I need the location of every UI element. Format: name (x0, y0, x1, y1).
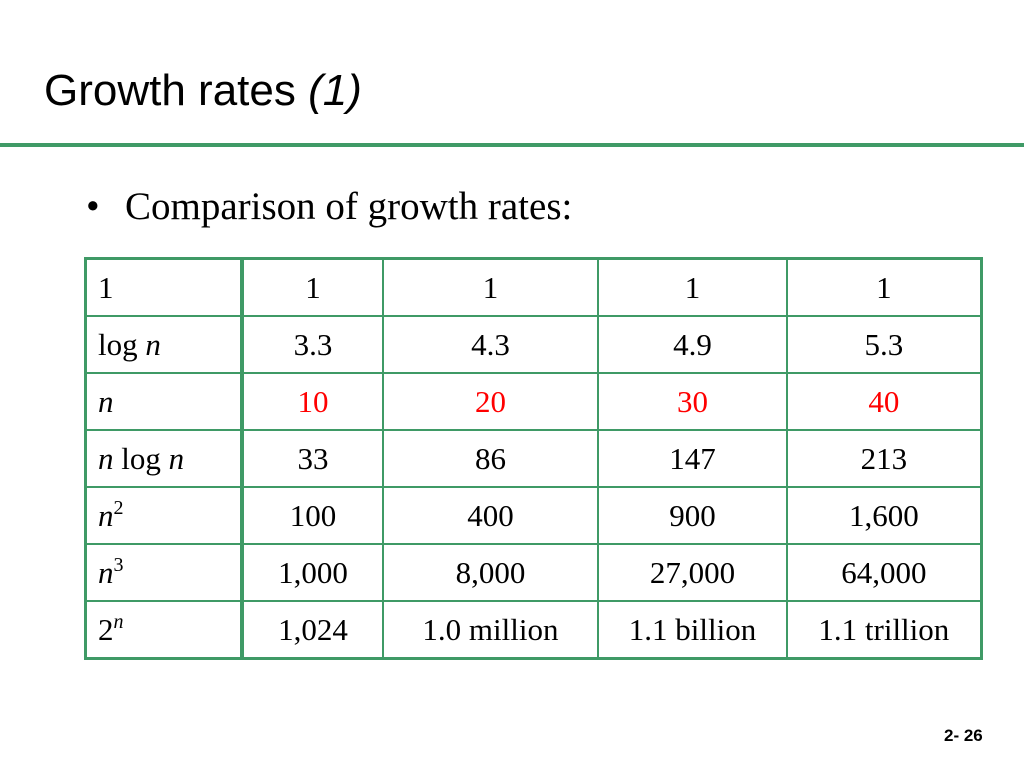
table-cell: 5.3 (785, 315, 983, 374)
row-label: n3 (84, 543, 245, 602)
table-cell: 1 (785, 257, 983, 317)
row-label: n2 (84, 486, 245, 545)
table-cell: 64,000 (785, 543, 983, 602)
page-title: Growth rates (1) (44, 66, 362, 116)
table-row: 1 1 1 1 1 (84, 257, 983, 317)
table-cell: 1 (381, 257, 600, 317)
title-subtitle: (1) (308, 66, 362, 115)
table-cell-highlighted: 30 (597, 372, 788, 431)
table-cell: 1,600 (785, 486, 983, 545)
title-divider (0, 143, 1024, 147)
growth-rates-table: 1 1 1 1 1 log n 3.3 4.3 4.9 5.3 n 10 20 … (84, 257, 983, 660)
row-label: 2n (84, 600, 245, 660)
table-row: 2n 1,024 1.0 million 1.1 billion 1.1 tri… (84, 600, 983, 660)
table-cell: 3.3 (241, 315, 384, 374)
table-cell: 1.0 million (381, 600, 600, 660)
title-main: Growth rates (44, 66, 309, 115)
row-label: n log n (84, 429, 245, 488)
table-row: n 10 20 30 40 (84, 372, 983, 431)
bullet-icon: • (86, 185, 100, 228)
table-row: n2 100 400 900 1,600 (84, 486, 983, 545)
row-label: log n (84, 315, 245, 374)
table-cell: 1 (597, 257, 788, 317)
table-cell: 900 (597, 486, 788, 545)
table-cell: 1.1 billion (597, 600, 788, 660)
row-label: 1 (84, 257, 245, 317)
table-row: log n 3.3 4.3 4.9 5.3 (84, 315, 983, 374)
table-cell: 1,024 (241, 600, 384, 660)
table-cell-highlighted: 10 (241, 372, 384, 431)
table-cell: 1 (241, 257, 384, 317)
table-cell: 100 (241, 486, 384, 545)
table-cell: 213 (785, 429, 983, 488)
page-number: 2- 26 (944, 726, 983, 745)
bullet-text: Comparison of growth rates: (125, 185, 573, 228)
table-cell: 27,000 (597, 543, 788, 602)
table-cell: 4.9 (597, 315, 788, 374)
table-row: n log n 33 86 147 213 (84, 429, 983, 488)
table-cell: 147 (597, 429, 788, 488)
table-cell-highlighted: 20 (381, 372, 600, 431)
table-cell-highlighted: 40 (785, 372, 983, 431)
table-cell: 1,000 (241, 543, 384, 602)
table-cell: 33 (241, 429, 384, 488)
table-cell: 86 (381, 429, 600, 488)
table-cell: 8,000 (381, 543, 600, 602)
table-row: n3 1,000 8,000 27,000 64,000 (84, 543, 983, 602)
table-cell: 1.1 trillion (785, 600, 983, 660)
table-cell: 4.3 (381, 315, 600, 374)
row-label: n (84, 372, 245, 431)
table-cell: 400 (381, 486, 600, 545)
bullet-item: • Comparison of growth rates: (86, 184, 572, 230)
